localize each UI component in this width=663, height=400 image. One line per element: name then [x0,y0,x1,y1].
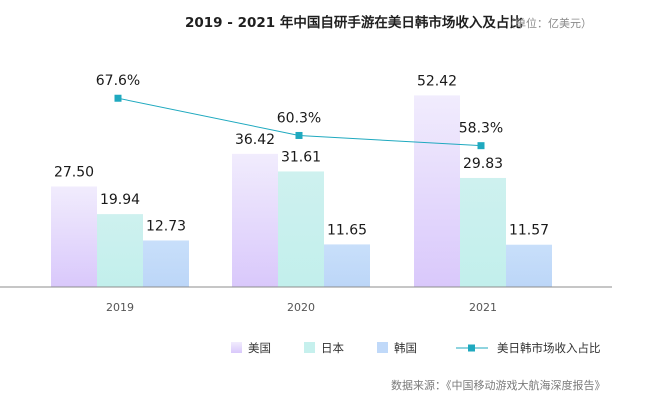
share-marker-2019 [114,94,122,102]
legend-label-us: 美国 [248,341,271,355]
legend-swatch-jp [304,342,315,353]
bar-label-kr-2019: 12.73 [146,218,186,234]
bar-label-kr-2021: 11.57 [509,223,549,239]
bar-kr-2021 [506,244,552,287]
x-tick-2021: 2021 [469,301,497,314]
bar-label-us-2021: 52.42 [417,73,457,89]
legend-label-share: 美日韩市场收入占比 [497,341,601,355]
legend-line-marker [468,344,475,352]
bar-jp-2019 [97,214,143,287]
x-tick-labels: 2019 2020 2021 [106,301,497,314]
source-note: 数据来源：《中国移动游戏大航海深度报告》 [391,378,606,392]
legend-swatch-us [231,342,242,353]
bar-us-2019 [51,186,97,287]
chart-title: 2019 - 2021 年中国自研手游在美日韩市场收入及占比 [185,14,523,31]
bar-label-jp-2021: 29.83 [463,156,503,172]
x-tick-2020: 2020 [287,301,315,314]
share-marker-2020 [295,131,303,139]
bar-label-kr-2020: 11.65 [327,222,367,238]
legend-label-jp: 日本 [321,341,344,355]
bar-kr-2019 [143,240,189,287]
bar-us-2021 [414,95,460,287]
share-label-2020: 60.3% [277,110,321,126]
legend: 美国 日本 韩国 美日韩市场收入占比 [231,341,601,355]
bar-jp-2020 [278,171,324,287]
x-tick-2019: 2019 [106,301,134,314]
share-marker-2021 [477,142,485,150]
bar-labels-group: 27.50 19.94 12.73 36.42 31.61 11.65 52.42 29.83… [54,73,549,238]
bar-label-jp-2019: 19.94 [100,192,140,208]
bar-label-jp-2020: 31.61 [281,149,321,165]
bar-kr-2020 [324,244,370,287]
legend-swatch-kr [377,342,388,353]
bars-group [51,95,552,287]
bar-label-us-2019: 27.50 [54,164,94,180]
bar-jp-2021 [460,177,506,287]
chart-unit-note: （单位：亿美元） [504,16,592,30]
legend-label-kr: 韩国 [394,341,417,355]
bar-label-us-2020: 36.42 [235,132,275,148]
share-label-2019: 67.6% [96,73,140,89]
bar-us-2020 [232,153,278,287]
share-label-2021: 58.3% [459,121,503,137]
line-series-group: 67.6% 60.3% 58.3% [96,73,503,150]
